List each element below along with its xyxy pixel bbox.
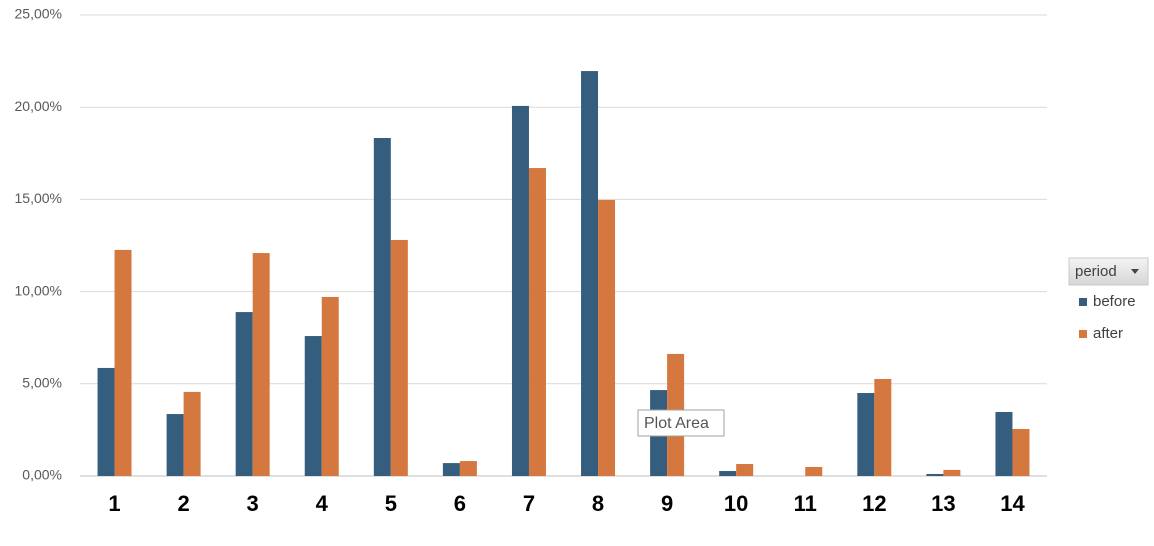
legend: before after xyxy=(1079,293,1136,342)
bar xyxy=(926,473,944,476)
x-tick-label: 5 xyxy=(385,491,397,516)
x-tick-label: 4 xyxy=(316,491,329,516)
y-tick-label: 5,00% xyxy=(22,375,62,391)
bar xyxy=(252,253,270,476)
bar xyxy=(97,367,115,476)
bar xyxy=(581,71,599,476)
legend-label: after xyxy=(1093,325,1123,342)
x-tick-label: 10 xyxy=(724,491,748,516)
bar xyxy=(598,199,616,477)
x-tick-label: 12 xyxy=(862,491,886,516)
x-tick-label: 14 xyxy=(1000,491,1025,516)
bar xyxy=(1012,428,1030,476)
y-tick-label: 10,00% xyxy=(15,282,62,298)
x-tick-label: 7 xyxy=(523,491,535,516)
bar xyxy=(719,471,737,476)
legend-swatch xyxy=(1079,330,1087,338)
x-tick-label: 13 xyxy=(931,491,955,516)
bar xyxy=(874,379,892,476)
x-tick-label: 1 xyxy=(108,491,120,516)
y-tick-label: 20,00% xyxy=(15,98,62,114)
bar xyxy=(390,239,408,476)
y-tick-label: 15,00% xyxy=(15,190,62,206)
x-tick-label: 2 xyxy=(177,491,189,516)
bar xyxy=(528,168,546,476)
bar xyxy=(373,137,391,476)
bar xyxy=(943,469,961,476)
bars xyxy=(97,71,1030,477)
bar xyxy=(321,296,339,476)
bar xyxy=(995,412,1013,476)
tooltip-text: Plot Area xyxy=(644,415,709,432)
x-tick-label: 6 xyxy=(454,491,466,516)
bar xyxy=(459,461,477,476)
bar xyxy=(114,249,132,476)
bar xyxy=(511,105,529,476)
legend-label: before xyxy=(1093,293,1136,310)
bar xyxy=(235,312,253,476)
legend-swatch xyxy=(1079,298,1087,306)
legend-title-button[interactable]: period xyxy=(1068,257,1149,286)
tooltip: Plot Area xyxy=(637,409,725,437)
y-tick-label: 0,00% xyxy=(22,467,62,483)
bar xyxy=(857,393,875,476)
bar xyxy=(304,336,322,476)
x-tick-label: 8 xyxy=(592,491,604,516)
bar xyxy=(442,463,460,476)
x-tick-label: 3 xyxy=(247,491,259,516)
bar xyxy=(805,466,823,476)
y-tick-label: 25,00% xyxy=(15,6,62,22)
bar xyxy=(166,414,184,476)
bar xyxy=(183,391,201,476)
bar xyxy=(736,464,754,476)
x-tick-label: 9 xyxy=(661,491,673,516)
legend-title[interactable]: period xyxy=(1075,263,1117,280)
x-tick-label: 11 xyxy=(794,491,817,516)
